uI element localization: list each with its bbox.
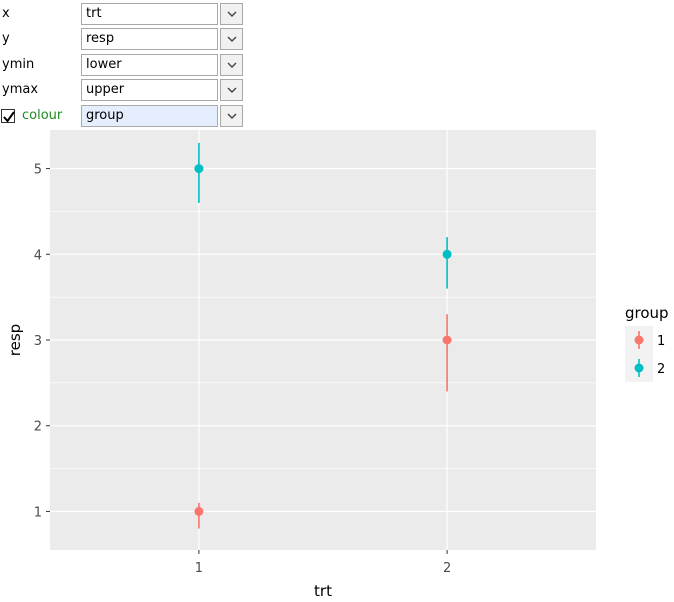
mapping-select-ymin[interactable]: lower [81,54,218,76]
mapping-row-ymin: ymin lower [0,53,244,77]
mapping-select-ymax[interactable]: upper [81,79,218,101]
x-axis-title: trt [314,582,332,600]
legend-label: 1 [657,334,665,349]
dropdown-button-y[interactable] [220,28,243,50]
mapping-label-x: x [2,6,10,21]
mapping-label-ymin: ymin [2,57,35,72]
y-tick-label: 3 [34,334,42,349]
legend-key-point [634,335,644,345]
y-tick-label: 4 [34,248,42,263]
mapping-row-ymax: ymax upper [0,78,244,102]
legend-title: group [625,304,669,322]
chevron-down-icon [227,62,237,68]
y-tick-label: 5 [34,163,42,178]
data-point [442,249,452,259]
checkmark-icon [3,111,15,123]
mapping-row-colour: colour group [0,104,244,128]
y-tick-label: 1 [34,505,42,520]
legend-label: 2 [657,362,665,377]
mapping-select-colour[interactable]: group [81,105,218,127]
legend-key-point [634,363,644,373]
y-tick-label: 2 [34,420,42,435]
mapping-select-y[interactable]: resp [81,28,218,50]
x-tick-label: 2 [443,561,451,576]
chevron-down-icon [227,113,237,119]
mapping-row-x: x trt [0,2,244,26]
colour-enable-checkbox[interactable] [1,109,15,123]
mapping-row-y: y resp [0,27,244,51]
data-point [194,164,204,174]
chevron-down-icon [227,36,237,42]
chevron-down-icon [227,11,237,17]
mapping-label-y: y [2,31,10,46]
mapping-label-ymax: ymax [2,82,39,97]
mapping-label-colour: colour [22,108,63,123]
data-point [442,335,452,345]
y-axis-title: resp [6,324,24,356]
mapping-select-x[interactable]: trt [81,3,218,25]
dropdown-button-colour[interactable] [220,105,243,127]
dropdown-button-ymin[interactable] [220,54,243,76]
x-tick-label: 1 [195,561,203,576]
dropdown-button-ymax[interactable] [220,79,243,101]
chevron-down-icon [227,87,237,93]
data-point [194,506,204,516]
dropdown-button-x[interactable] [220,3,243,25]
